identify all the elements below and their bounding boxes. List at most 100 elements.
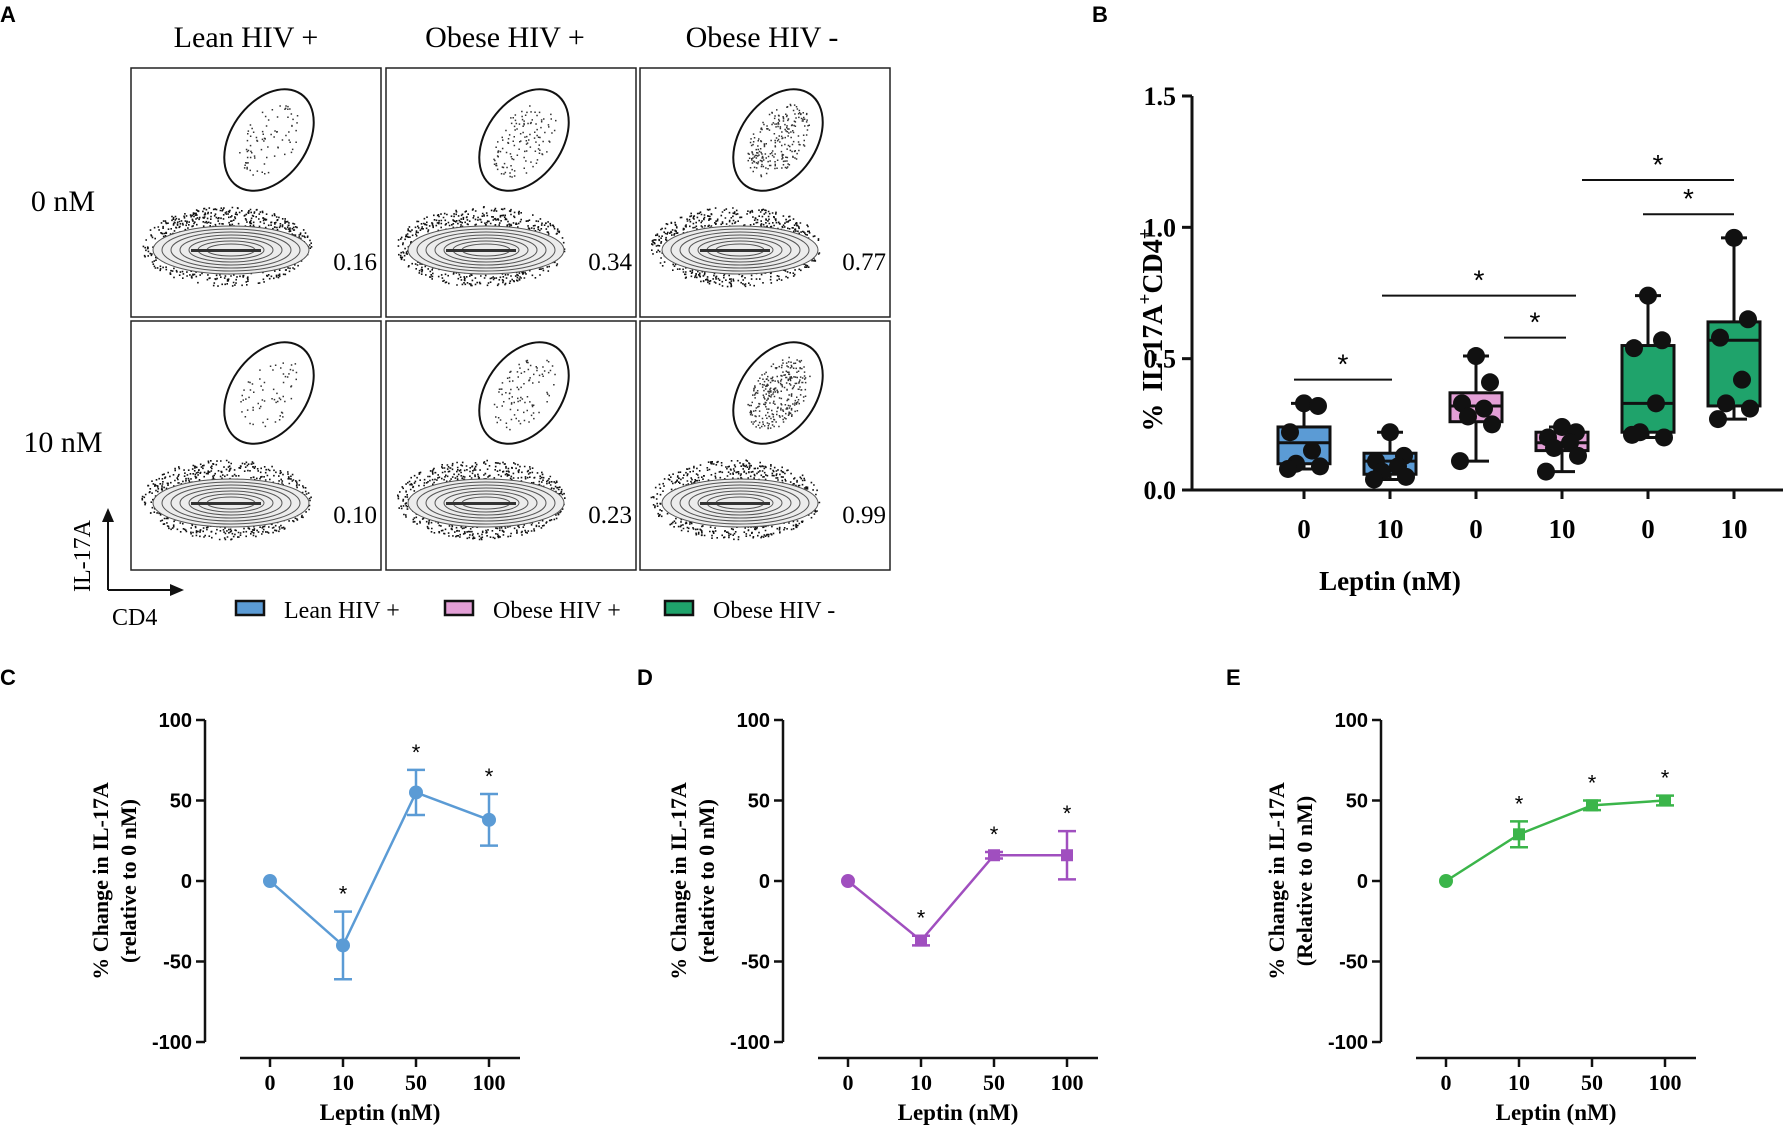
y-axis-label: % Change in IL-17A (relative to 0 nM): [88, 782, 141, 980]
flow-plot-cell: 0.34: [385, 67, 637, 318]
il17a-gate-events: [747, 356, 811, 430]
series-line: [1445, 799, 1666, 883]
line-chart-obese-hiv-pos: 100 50 0 -50 -100 0 10 50 100 Leptin (nM) % Change…: [666, 710, 1098, 1125]
flow-plot-frame: [639, 67, 891, 318]
panel-a-letter: A: [0, 2, 16, 27]
contour-line: [170, 484, 292, 522]
box-group: [1362, 423, 1418, 489]
data-point: [409, 785, 423, 800]
y-tick-label: 0: [1357, 871, 1368, 893]
panel-c-letter: C: [0, 665, 16, 690]
y-tick-label: -100: [1328, 1032, 1368, 1054]
y-tick-label: 1.5: [1144, 82, 1177, 111]
contour-line: [679, 484, 801, 522]
data-point: [1741, 399, 1759, 418]
y-tick-label: 0.5: [1144, 345, 1177, 374]
panel-d-letter: D: [637, 665, 653, 690]
flow-plot-frame: [130, 320, 382, 571]
boxplot-y-axis-label: %IL-17A+CD4+: [1135, 228, 1169, 431]
data-point: [1451, 452, 1469, 471]
y-tick-label: 0: [759, 871, 770, 893]
contour-line: [425, 231, 547, 269]
significance-star: *: [1530, 307, 1541, 338]
data-point: [1483, 415, 1501, 434]
contour-core: [446, 249, 516, 252]
data-point: [263, 874, 277, 888]
column-header-obese-hiv-neg: Obese HIV -: [686, 21, 839, 54]
panel-b: B %IL-17A+CD4+ Leptin (nM) 0.00.51.01.50…: [1092, 2, 1783, 596]
significance-star: *: [1661, 766, 1670, 791]
x-tick-label: 50: [1581, 1070, 1603, 1095]
data-point: [1459, 407, 1477, 426]
contour-line: [179, 487, 283, 519]
il17a-gate: [223, 88, 315, 192]
data-point: [1475, 399, 1493, 418]
contour-line: [697, 490, 783, 516]
y-tick-label: -50: [163, 952, 192, 974]
x-tick-label: 100: [1649, 1070, 1682, 1095]
flow-plot-frame: [385, 67, 637, 318]
x-axis-label: Leptin (nM): [1496, 1100, 1617, 1125]
data-point: [1659, 794, 1671, 807]
contour-core: [191, 502, 261, 505]
legend-item-lean-hiv-pos: Lean HIV +: [234, 598, 400, 624]
contour-line: [188, 237, 274, 263]
box-group: [1706, 228, 1762, 429]
data-point: [1586, 799, 1598, 812]
x-tick-label: 0: [1441, 1070, 1452, 1095]
x-tick-label: 0: [843, 1070, 854, 1095]
panel-a: A Lean HIV + Obese HIV + Obese HIV - 0 n…: [0, 2, 891, 631]
data-point: [1467, 347, 1485, 366]
contour-core: [446, 502, 516, 505]
contour-line: [188, 490, 274, 516]
il17a-gate: [478, 341, 570, 445]
cd4-population: [650, 459, 821, 541]
boxplot-x-axis-label: Leptin (nM): [1319, 566, 1461, 596]
contour-line: [425, 484, 547, 522]
panel-c: C 100 50 0 -50 -100 0 10 50 100 Leptin (nM) % Chan…: [0, 665, 520, 1125]
contour-line: [688, 487, 792, 519]
data-point: [1481, 373, 1499, 392]
y-tick-label: -100: [730, 1032, 770, 1054]
gate-percentage: 0.10: [333, 502, 377, 529]
significance-star: *: [1063, 801, 1072, 826]
x-tick-label: 10: [332, 1070, 354, 1095]
il17a-gate: [223, 341, 315, 445]
ylabel-sup-1: +: [1135, 294, 1156, 305]
gate-percentage: 0.77: [842, 249, 886, 276]
legend-label: Obese HIV +: [493, 598, 621, 624]
data-point: [1513, 828, 1525, 841]
data-point: [1739, 310, 1757, 329]
flow-plot-frame: [130, 67, 382, 318]
line-chart-obese-hiv-neg: 100 50 0 -50 -100 0 10 50 100 Leptin (nM) % Change…: [1264, 710, 1696, 1125]
y-axis-label: % Change in IL-17A (Relative to 0 nM): [1264, 782, 1317, 980]
data-point: [1279, 459, 1297, 478]
x-tick-label: 100: [1051, 1070, 1084, 1095]
data-point: [1537, 462, 1555, 481]
contour-line: [170, 231, 292, 269]
data-point: [1309, 396, 1327, 415]
il17a-gate-events: [747, 103, 810, 178]
gate-percentage: 0.99: [842, 502, 886, 529]
data-point: [1397, 467, 1415, 486]
data-point: [1311, 457, 1329, 476]
data-point: [1655, 428, 1673, 447]
data-point: [1709, 410, 1727, 429]
data-point: [1381, 423, 1399, 442]
contour-line: [434, 487, 538, 519]
arrow-up-icon: [102, 508, 114, 522]
contour-line: [416, 481, 556, 525]
data-point: [1623, 425, 1641, 444]
x-tick-label: 0: [265, 1070, 276, 1095]
flow-plot-cell: 0.99: [639, 320, 891, 571]
y-tick-label: -50: [1339, 952, 1368, 974]
column-header-lean-hiv-pos: Lean HIV +: [174, 21, 319, 54]
significance-star: *: [1338, 349, 1349, 380]
x-tick-label: 0: [1297, 514, 1311, 544]
legend-item-obese-hiv-neg: Obese HIV -: [663, 598, 835, 624]
data-point: [1711, 328, 1729, 347]
x-tick-label: 50: [405, 1070, 427, 1095]
data-point: [1717, 394, 1735, 413]
significance-star: *: [990, 822, 999, 847]
